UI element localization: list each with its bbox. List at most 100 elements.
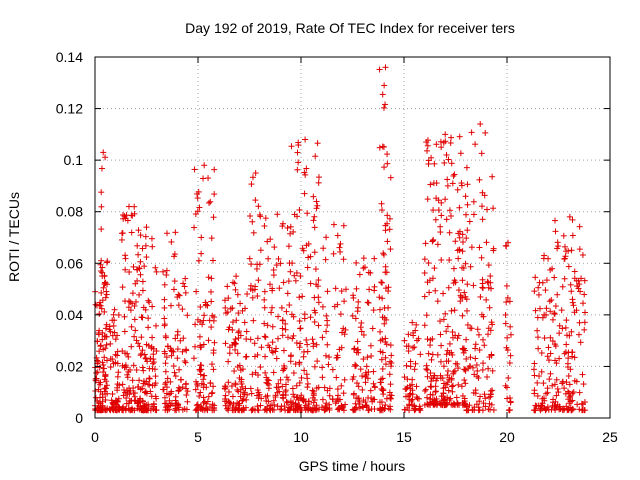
data-point	[284, 407, 291, 414]
data-point	[251, 340, 258, 347]
data-points	[92, 64, 589, 414]
data-point	[162, 368, 169, 375]
data-point	[379, 295, 386, 302]
data-point	[293, 269, 300, 276]
data-point	[377, 306, 384, 313]
data-point	[309, 387, 316, 394]
y-tick-label: 0.06	[56, 255, 83, 271]
data-point	[566, 213, 573, 220]
data-point	[386, 215, 393, 222]
data-point	[582, 309, 589, 316]
data-point	[481, 192, 488, 199]
data-point	[167, 378, 174, 385]
data-point	[311, 249, 318, 256]
data-point	[296, 317, 303, 324]
data-point	[329, 396, 336, 403]
data-point	[480, 400, 487, 407]
data-point	[205, 393, 212, 400]
data-point	[434, 351, 441, 358]
data-point	[98, 189, 105, 196]
data-point	[135, 340, 142, 347]
data-point	[355, 383, 362, 390]
data-point	[255, 277, 262, 284]
data-point	[353, 362, 360, 369]
data-point	[459, 294, 466, 301]
data-point	[248, 181, 255, 188]
data-point	[459, 345, 466, 352]
data-point	[131, 390, 138, 397]
data-point	[531, 360, 538, 367]
data-point	[386, 389, 393, 396]
data-point	[285, 376, 292, 383]
data-point	[443, 381, 450, 388]
data-point	[231, 367, 238, 374]
data-point	[365, 394, 372, 401]
data-point	[310, 407, 317, 414]
data-point	[222, 396, 229, 403]
data-point	[507, 331, 514, 338]
data-point	[567, 281, 574, 288]
data-point	[102, 390, 109, 397]
data-point	[290, 332, 297, 339]
data-point	[558, 307, 565, 314]
data-point	[310, 343, 317, 350]
data-point	[562, 243, 569, 250]
data-point	[107, 340, 114, 347]
data-point	[448, 307, 455, 314]
data-point	[232, 380, 239, 387]
data-point	[315, 179, 322, 186]
data-point	[135, 227, 142, 234]
data-point	[164, 407, 171, 414]
data-point	[443, 151, 450, 158]
data-point	[480, 336, 487, 343]
data-point	[559, 325, 566, 332]
data-point	[435, 207, 442, 214]
data-point	[184, 388, 191, 395]
data-point	[577, 339, 584, 346]
data-point	[177, 337, 184, 344]
data-point	[101, 376, 108, 383]
data-point	[279, 332, 286, 339]
data-point	[182, 289, 189, 296]
data-point	[335, 392, 342, 399]
data-point	[194, 401, 201, 408]
data-point	[381, 405, 388, 412]
data-point	[121, 364, 128, 371]
data-point	[463, 355, 470, 362]
data-point	[138, 350, 145, 357]
data-point	[275, 255, 282, 262]
data-point	[304, 384, 311, 391]
data-point	[534, 334, 541, 341]
data-point	[233, 317, 240, 324]
data-point	[99, 269, 106, 276]
data-point	[228, 383, 235, 390]
data-point	[384, 238, 391, 245]
data-point	[437, 400, 444, 407]
data-point	[330, 221, 337, 228]
data-point	[443, 216, 450, 223]
data-point	[534, 314, 541, 321]
data-point	[386, 358, 393, 365]
data-point	[257, 247, 264, 254]
data-point	[149, 334, 156, 341]
data-point	[370, 368, 377, 375]
data-point	[454, 360, 461, 367]
data-point	[539, 314, 546, 321]
data-point	[437, 223, 444, 230]
data-point	[194, 195, 201, 202]
data-point	[261, 304, 268, 311]
data-point	[162, 333, 169, 340]
data-point	[147, 388, 154, 395]
data-point	[463, 235, 470, 242]
data-point	[449, 180, 456, 187]
data-point	[541, 404, 548, 411]
data-point	[349, 376, 356, 383]
data-point	[268, 309, 275, 316]
data-point	[264, 322, 271, 329]
data-point	[142, 233, 149, 240]
data-point	[288, 143, 295, 150]
data-point	[543, 277, 550, 284]
data-point	[274, 211, 281, 218]
data-point	[353, 285, 360, 292]
data-point	[456, 204, 463, 211]
